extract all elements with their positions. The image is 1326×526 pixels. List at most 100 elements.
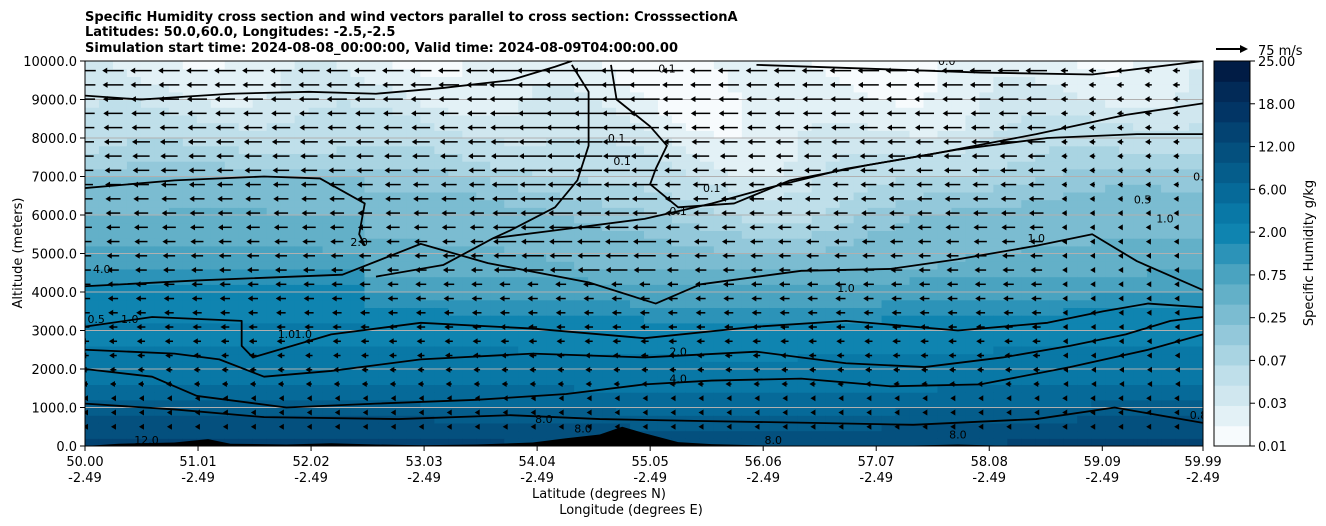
humidity-cell: [420, 76, 435, 85]
humidity-cell: [713, 369, 729, 378]
wind-vector: [576, 195, 602, 202]
humidity-cell: [657, 245, 673, 255]
humidity-cell: [1119, 91, 1134, 101]
humidity-cell: [811, 392, 827, 401]
humidity-cell: [1021, 61, 1036, 70]
humidity-cell: [140, 338, 156, 347]
humidity-cell: [1021, 207, 1036, 216]
humidity-cell: [979, 145, 994, 154]
humidity-cell: [350, 376, 366, 385]
humidity-cell: [811, 145, 827, 154]
humidity-cell: [476, 407, 491, 416]
humidity-cell: [644, 399, 659, 409]
humidity-cell: [1035, 245, 1050, 255]
humidity-cell: [252, 161, 268, 170]
wind-vector: [277, 352, 285, 359]
humidity-cell: [909, 130, 925, 139]
humidity-cell: [699, 422, 715, 432]
humidity-cell: [657, 415, 673, 424]
humidity-cell: [713, 330, 729, 339]
wind-vector: [723, 295, 734, 302]
humidity-cell: [783, 415, 799, 424]
wind-vector: [805, 224, 820, 231]
humidity-cell: [853, 276, 869, 285]
humidity-cell: [630, 407, 645, 416]
humidity-cell: [1161, 207, 1176, 216]
humidity-cell: [126, 191, 142, 201]
humidity-cell: [1189, 207, 1203, 216]
humidity-cell: [448, 284, 463, 293]
wind-vector: [633, 252, 656, 259]
humidity-cell: [769, 91, 785, 101]
wind-vector: [85, 255, 92, 257]
humidity-cell: [1035, 176, 1050, 185]
wind-vector: [950, 395, 956, 402]
humidity-cell: [797, 330, 813, 339]
humidity-cell: [210, 114, 226, 124]
humidity-cell: [294, 307, 310, 316]
humidity-cell: [560, 284, 575, 293]
humidity-cell: [1161, 268, 1176, 278]
humidity-cell: [755, 122, 771, 131]
humidity-cell: [85, 292, 100, 301]
humidity-cell: [364, 230, 380, 239]
wind-vector: [576, 224, 601, 231]
wind-vector: [919, 324, 929, 331]
humidity-cell: [1133, 261, 1148, 270]
humidity-cell: [448, 422, 463, 432]
humidity-cell: [1147, 384, 1162, 393]
humidity-cell: [560, 299, 575, 308]
wind-vector: [301, 224, 316, 231]
wind-vector: [890, 267, 903, 274]
humidity-cell: [1021, 199, 1036, 208]
humidity-cell: [769, 330, 785, 339]
humidity-cell: [504, 292, 519, 301]
humidity-cell: [797, 345, 813, 355]
humidity-cell: [560, 268, 575, 278]
humidity-cell: [490, 76, 505, 85]
humidity-cell: [294, 322, 310, 332]
humidity-cell: [1147, 91, 1162, 101]
humidity-cell: [811, 430, 827, 439]
humidity-cell: [769, 276, 785, 285]
humidity-cell: [853, 76, 869, 85]
humidity-cell: [993, 168, 1008, 178]
humidity-cell: [1035, 361, 1050, 370]
humidity-cell: [993, 215, 1008, 224]
humidity-cell: [196, 114, 212, 124]
humidity-cell: [1021, 261, 1036, 270]
humidity-cell: [1049, 353, 1064, 362]
humidity-cell: [1119, 338, 1134, 347]
humidity-cell: [993, 438, 1008, 446]
humidity-cell: [182, 168, 198, 178]
humidity-cell: [1035, 76, 1050, 85]
humidity-cell: [308, 299, 324, 308]
humidity-cell: [839, 130, 855, 139]
humidity-cell: [1189, 399, 1203, 409]
humidity-cell: [993, 230, 1008, 239]
humidity-cell: [392, 145, 408, 154]
wind-vector: [275, 267, 287, 274]
contour-line-1.0: [85, 302, 1203, 359]
humidity-cell: [797, 161, 813, 170]
humidity-cell: [1189, 407, 1203, 416]
humidity-cell: [1147, 407, 1162, 416]
humidity-cell: [1063, 361, 1078, 370]
humidity-cell: [364, 99, 380, 108]
humidity-cell: [182, 114, 198, 124]
humidity-cell: [769, 145, 785, 154]
humidity-cell: [1175, 430, 1190, 439]
humidity-cell: [713, 322, 729, 332]
humidity-cell: [420, 315, 435, 324]
wind-vector: [186, 67, 208, 74]
humidity-cell: [196, 384, 212, 393]
wind-vector: [85, 84, 96, 86]
wind-vector: [777, 210, 792, 217]
plot-area: 0.10.10.10.10.10.02.02.04.04.01.01.0 1.01…: [85, 61, 1203, 446]
humidity-cell: [112, 145, 128, 154]
humidity-cell: [140, 61, 156, 70]
humidity-cell: [1161, 184, 1176, 193]
humidity-cell: [1035, 415, 1050, 424]
humidity-cell: [140, 276, 156, 285]
wind-vector: [102, 96, 124, 103]
